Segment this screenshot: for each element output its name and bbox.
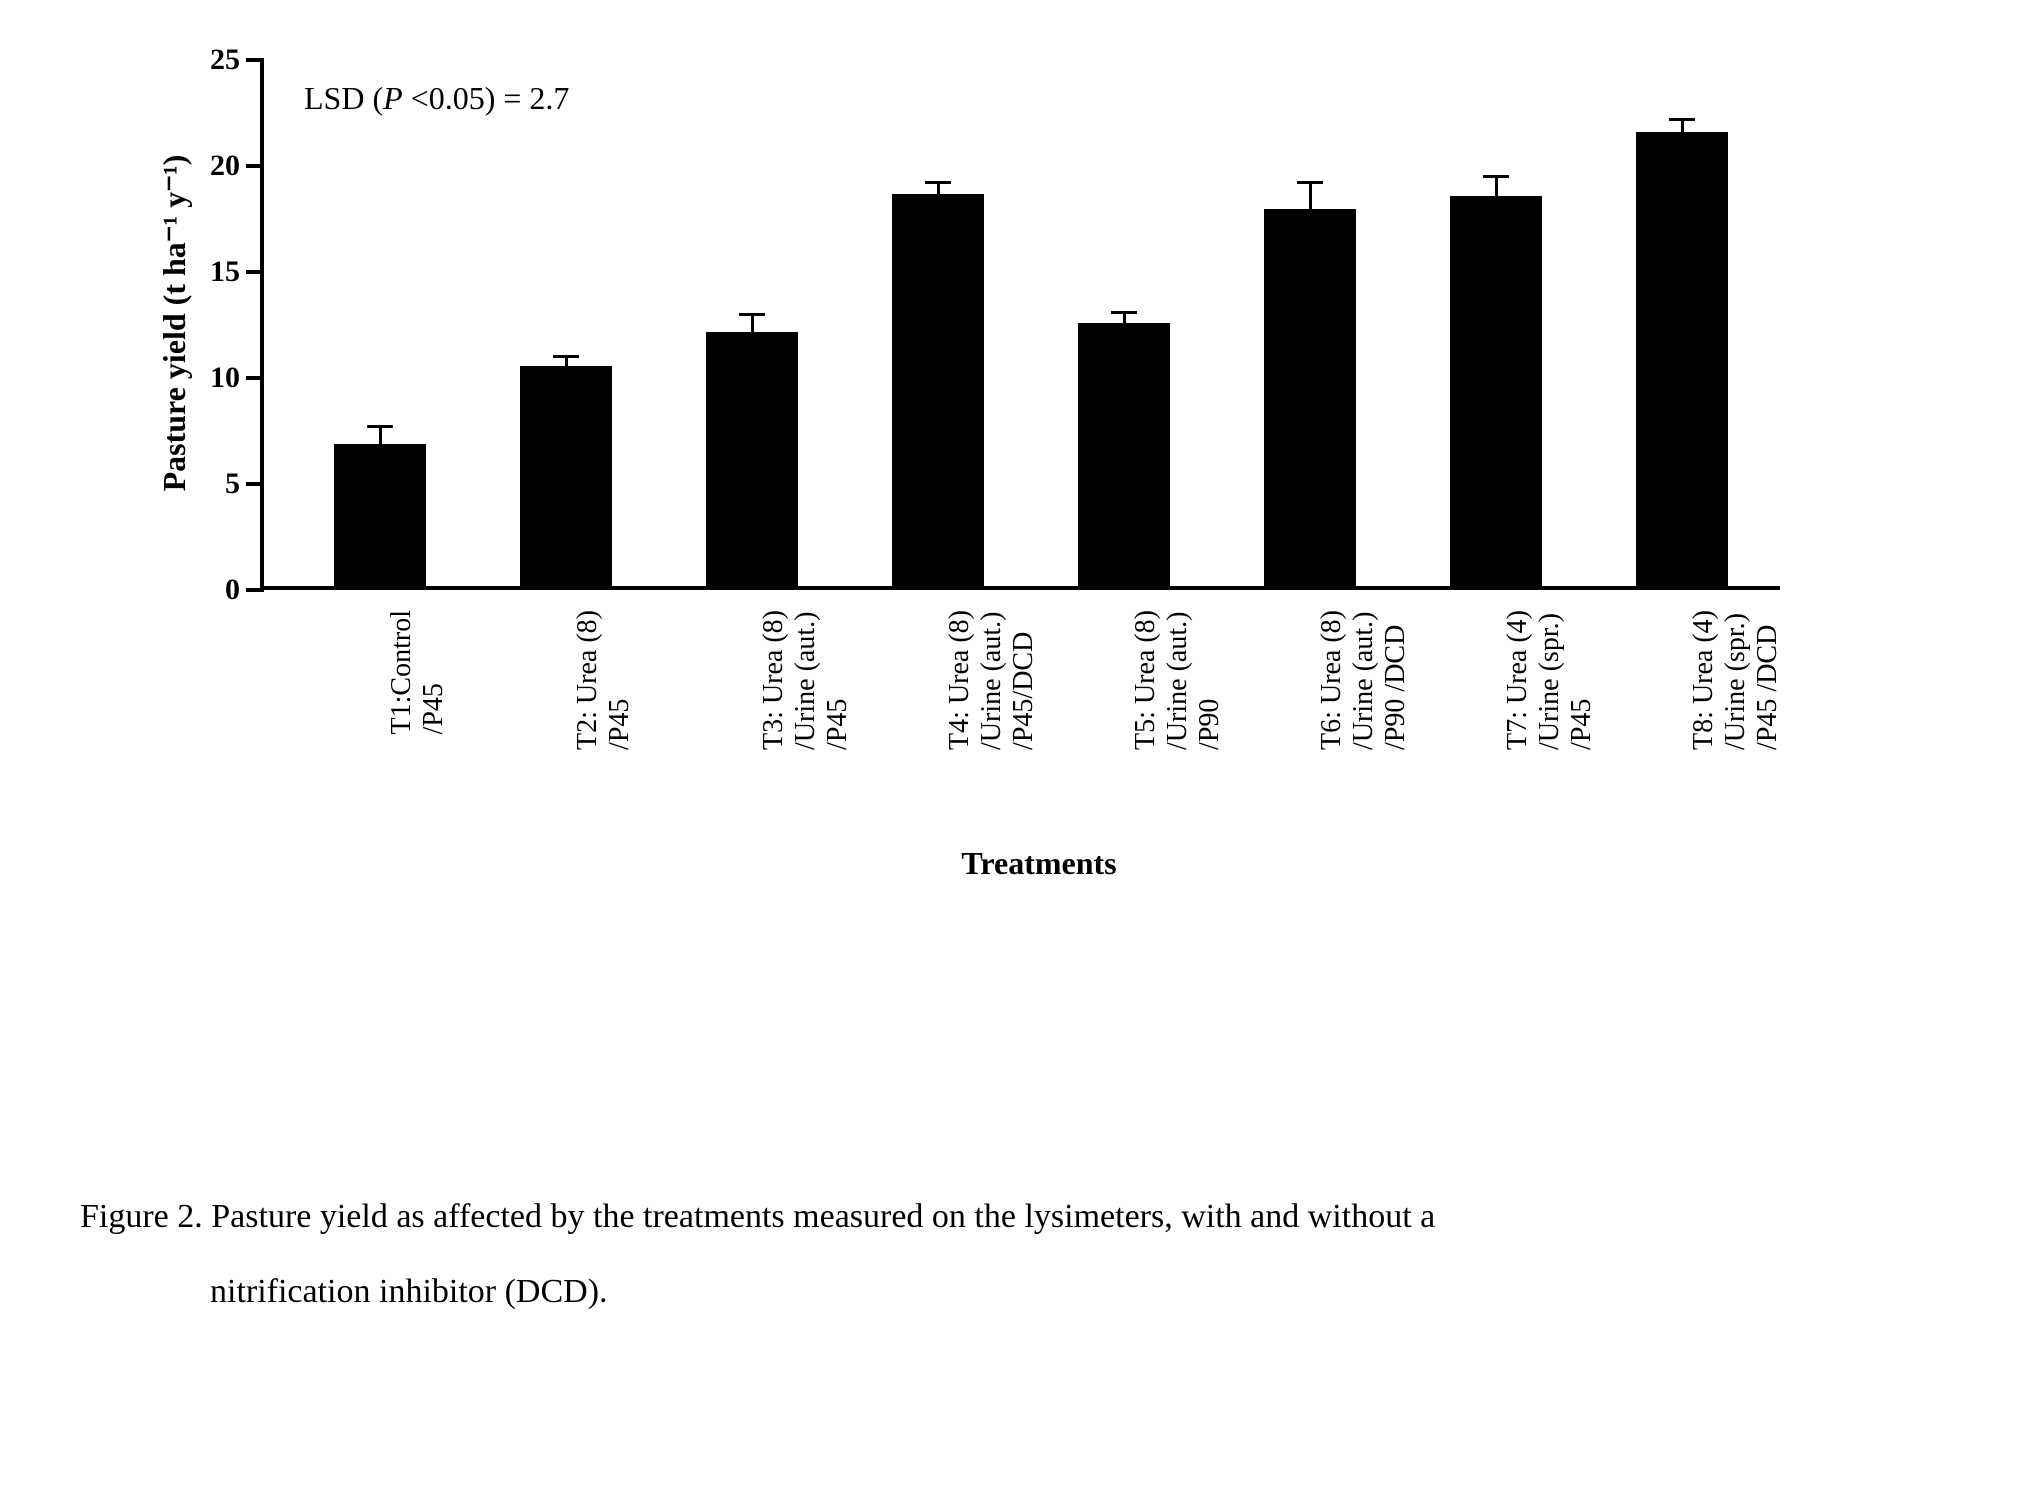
error-bar — [1123, 312, 1126, 327]
error-bar-cap — [1483, 175, 1509, 178]
x-tick-label: T8: Urea (4) /Urine (spr.) /P45 /DCD — [1688, 610, 1785, 750]
x-tick — [374, 574, 378, 588]
y-tick — [246, 482, 264, 486]
chart-container: Pasture yield (t ha⁻¹ y⁻¹) 0 5 10 15 20 25 LS… — [120, 40, 1820, 940]
y-tick — [246, 376, 264, 380]
error-bar — [751, 314, 754, 335]
x-tick — [560, 574, 564, 588]
bar — [520, 366, 612, 586]
error-bar — [565, 357, 568, 370]
lsd-prefix: LSD ( — [304, 80, 383, 116]
x-tick-label: T1:Control /P45 — [386, 610, 450, 734]
y-tick-label: 10 — [180, 361, 240, 395]
x-tick — [746, 574, 750, 588]
y-tick-label: 5 — [180, 467, 240, 501]
x-tick — [1304, 574, 1308, 588]
bar — [892, 194, 984, 586]
error-bar — [1309, 183, 1312, 213]
error-bar-cap — [1669, 118, 1695, 121]
y-tick-label: 15 — [180, 255, 240, 289]
bar — [1078, 323, 1170, 586]
x-tick — [1490, 574, 1494, 588]
x-tick-label: T7: Urea (4) /Urine (spr.) /P45 — [1502, 610, 1599, 750]
x-tick-label: T5: Urea (8) /Urine (aut.) /P90 — [1130, 610, 1227, 750]
y-tick-label: 0 — [180, 573, 240, 607]
error-bar — [1495, 177, 1498, 200]
lsd-p-symbol: P — [383, 80, 403, 116]
x-tick — [1118, 574, 1122, 588]
y-tick — [246, 164, 264, 168]
x-tick-label: T4: Urea (8) /Urine (aut.) /P45/DCD — [944, 610, 1041, 750]
lsd-value: 2.7 — [529, 80, 569, 116]
figure-caption: Figure 2. Pasture yield as affected by t… — [80, 1180, 1970, 1330]
y-tick-label: 20 — [180, 149, 240, 183]
bar — [706, 332, 798, 586]
x-tick — [1676, 574, 1680, 588]
bars-group — [264, 60, 1780, 586]
error-bar-cap — [1111, 311, 1137, 314]
bar — [334, 444, 426, 586]
bar — [1450, 196, 1542, 586]
error-bar-cap — [367, 425, 393, 428]
error-bar — [379, 427, 382, 448]
error-bar — [937, 183, 940, 198]
x-tick-label: T6: Urea (8) /Urine (aut.) /P90 /DCD — [1316, 610, 1413, 750]
lsd-mid: <0.05) = — [403, 80, 530, 116]
y-tick — [246, 588, 264, 592]
bar — [1636, 132, 1728, 586]
plot-area: Pasture yield (t ha⁻¹ y⁻¹) 0510152025 LS… — [260, 60, 1780, 590]
x-tick — [932, 574, 936, 588]
x-axis-label: Treatments — [260, 845, 1818, 882]
bar — [1264, 209, 1356, 586]
y-tick-label: 25 — [180, 43, 240, 77]
error-bar — [1681, 119, 1684, 136]
error-bar-cap — [1297, 181, 1323, 184]
y-tick — [246, 58, 264, 62]
error-bar-cap — [739, 313, 765, 316]
lsd-annotation: LSD (P <0.05) = 2.7 — [304, 80, 569, 117]
error-bar-cap — [553, 355, 579, 358]
caption-line2: nitrification inhibitor (DCD). — [80, 1255, 1970, 1330]
error-bar-cap — [925, 181, 951, 184]
caption-line1: Figure 2. Pasture yield as affected by t… — [80, 1198, 1435, 1235]
y-tick — [246, 270, 264, 274]
x-tick-label: T3: Urea (8) /Urine (aut.) /P45 — [758, 610, 855, 750]
x-tick-label: T2: Urea (8) /P45 — [572, 610, 636, 750]
y-axis-label: Pasture yield (t ha⁻¹ y⁻¹) — [155, 155, 193, 492]
